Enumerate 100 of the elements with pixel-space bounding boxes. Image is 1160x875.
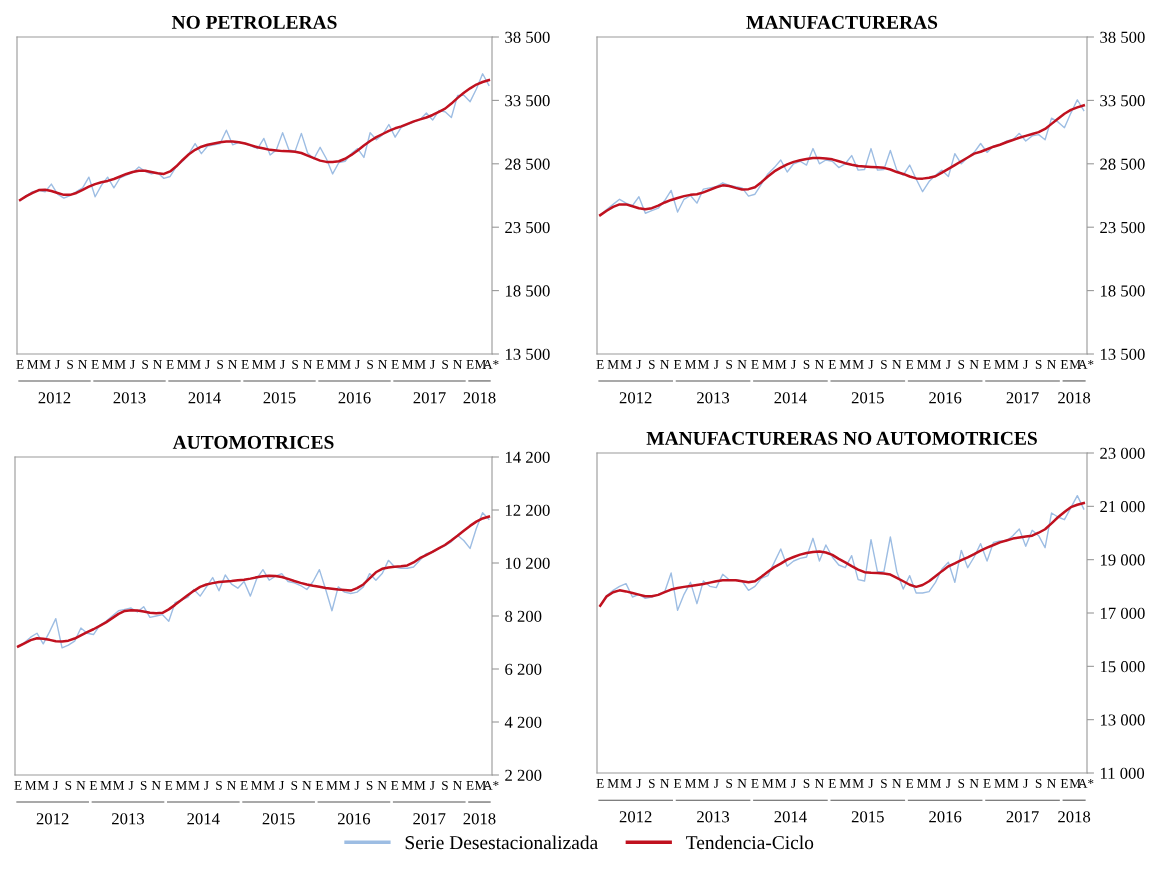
x-tick-label: M — [402, 360, 414, 369]
x-tick-label: M — [607, 779, 619, 788]
x-tick-label: J — [1023, 360, 1029, 369]
text: 2013 — [697, 811, 730, 823]
y-tick-label: 14 200 — [505, 451, 550, 463]
x-tick-label: E — [751, 779, 759, 788]
x-tick-label: J — [204, 781, 209, 790]
y-tick-label: 6 200 — [505, 663, 542, 675]
y-tick-label: 12 200 — [505, 504, 550, 516]
y-tick-label: 38 500 — [1100, 31, 1145, 43]
x-tick-label: E — [89, 781, 97, 790]
y-tick-label: 2 200 — [505, 769, 542, 781]
x-tick-label: S — [1035, 359, 1042, 369]
x-tick-label: S — [726, 359, 733, 369]
x-tick-label: M — [930, 360, 941, 369]
x-tick-label: M — [263, 781, 275, 790]
x-tick-label: S — [217, 359, 223, 369]
x-tick-label: E — [391, 781, 399, 790]
x-tick-label: E — [241, 360, 249, 369]
y-tick-label: 19 000 — [1100, 554, 1145, 566]
x-tick-label: N — [969, 360, 979, 369]
x-tick-label: S — [442, 780, 448, 790]
x-tick-label: N — [969, 779, 979, 788]
x-tick-label: S — [726, 778, 733, 788]
x-tick-label: M — [113, 781, 125, 790]
x-tick-label: J — [636, 360, 642, 369]
x-tick-label: J — [279, 781, 285, 790]
text: 2013 — [697, 392, 730, 404]
y-tick-label: 13 500 — [505, 348, 550, 360]
text: 2016 — [337, 813, 371, 825]
x-tick-label: M — [762, 779, 774, 788]
x-tick-label: M — [994, 779, 1006, 788]
text: 2012 — [36, 813, 69, 825]
text: 2018 — [1058, 811, 1091, 823]
x-tick-label: M — [177, 360, 189, 369]
x-tick-label: J — [280, 360, 285, 369]
x-tick-label: S — [140, 780, 147, 790]
x-tick-label: J — [205, 360, 210, 369]
x-tick-label: J — [868, 779, 874, 788]
text: 2018 — [463, 813, 496, 825]
x-tick-label: S — [881, 778, 887, 788]
x-tick-label: S — [803, 778, 810, 788]
x-tick-label: M — [1007, 360, 1019, 369]
x-tick-label: N — [892, 360, 902, 369]
x-tick-label: M — [414, 781, 426, 790]
x-tick-label: E — [91, 360, 99, 369]
x-tick-label: S — [442, 359, 448, 369]
x-tick-label: S — [649, 778, 655, 788]
y-tick-label: 13 000 — [1100, 714, 1145, 726]
x-tick-label: J — [713, 360, 719, 369]
x-tick-label: E — [751, 360, 759, 369]
y-tick-label: 38 500 — [505, 31, 550, 43]
x-tick-label: N — [153, 360, 163, 369]
text: 2018 — [463, 392, 496, 404]
x-tick-label: N — [660, 779, 670, 788]
x-tick-label: N — [453, 360, 463, 369]
x-tick-label: S — [67, 359, 73, 369]
y-tick-label: 15 000 — [1100, 661, 1145, 673]
x-tick-label: E — [166, 360, 174, 369]
x-tick-label: N — [815, 779, 824, 788]
x-tick-label: J — [791, 779, 796, 788]
y-tick-label: 28 500 — [1100, 158, 1145, 170]
x-tick-label: S — [803, 359, 810, 369]
x-tick-label: E — [1060, 360, 1068, 369]
x-tick-label: M — [685, 779, 696, 788]
y-tick-label: 10 200 — [505, 557, 550, 569]
x-tick-label: M — [264, 360, 276, 369]
x-tick-label: E — [906, 779, 914, 788]
x-tick-label: E — [14, 781, 22, 790]
text: 2016 — [338, 392, 371, 404]
x-tick-label: M — [114, 360, 126, 369]
chart-title: MANUFACTURERAS — [746, 15, 938, 29]
x-tick-label: E — [828, 779, 836, 788]
legend-label: Tendencia-Ciclo — [686, 835, 814, 850]
x-tick-label: N — [815, 360, 824, 369]
x-tick-label: M — [175, 781, 187, 790]
x-tick-label: M — [930, 779, 941, 788]
x-tick-label: M — [839, 360, 851, 369]
x-tick-label: M — [189, 360, 201, 369]
y-tick-label: 33 500 — [1100, 95, 1145, 107]
x-tick-label: E — [673, 360, 681, 369]
text: 2013 — [112, 813, 144, 825]
x-tick-label: N — [78, 360, 88, 369]
chart-title: MANUFACTURERAS NO AUTOMOTRICES — [646, 431, 1037, 445]
x-tick-label: M — [775, 779, 787, 788]
x-tick-label: N — [377, 781, 387, 790]
x-tick-label: J — [430, 360, 435, 369]
x-tick-label: M — [100, 781, 112, 790]
x-tick-label: J — [430, 781, 435, 790]
text: 2015 — [851, 811, 884, 823]
x-tick-label: J — [355, 360, 360, 369]
x-tick-label: N — [228, 360, 238, 369]
x-tick-label: M — [37, 781, 49, 790]
chart-title: NO PETROLERAS — [171, 15, 337, 29]
x-tick-label: E — [315, 781, 323, 790]
text: 2014 — [188, 392, 221, 404]
y-tick-label: 23 500 — [1100, 221, 1145, 234]
x-tick-label: M — [188, 781, 200, 790]
text: 2018 — [1058, 392, 1091, 404]
x-tick-label: S — [881, 359, 887, 369]
